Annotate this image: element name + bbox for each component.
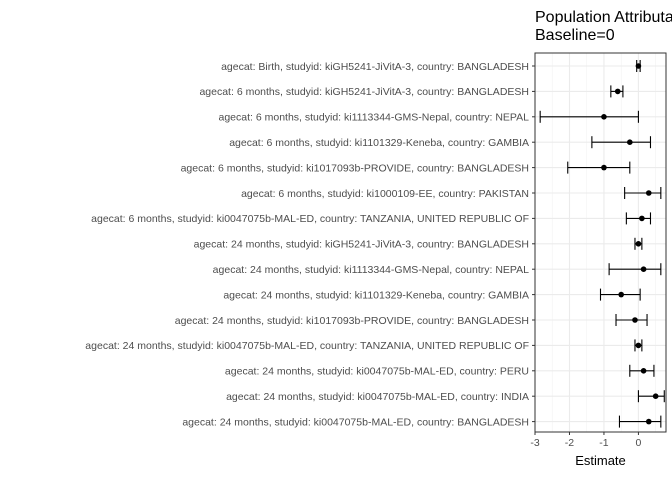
category-label: agecat: 24 months, studyid: ki1017093b-P…: [175, 315, 529, 327]
category-label: agecat: 24 months, studyid: ki1113344-GM…: [213, 264, 529, 276]
plot-panel: [534, 52, 667, 433]
estimate-point: [640, 368, 647, 374]
grid: [534, 52, 667, 433]
x-tick-label: -1: [599, 437, 608, 449]
x-tick-label: 0: [635, 437, 641, 449]
estimate-point: [627, 139, 633, 145]
chart-title: Population Attributable: [535, 9, 672, 26]
category-label: agecat: 6 months, studyid: ki1017093b-PR…: [181, 162, 529, 174]
x-tick-label: -3: [530, 437, 539, 449]
category-label: agecat: 6 months, studyid: ki0047075b-MA…: [91, 213, 529, 225]
category-label: agecat: 6 months, studyid: ki1101329-Ken…: [229, 137, 529, 149]
x-axis-title: Estimate: [575, 453, 626, 468]
category-label: agecat: Birth, studyid: kiGH5241-JiVitA-…: [221, 61, 529, 73]
estimate-point: [652, 393, 659, 400]
estimate-point: [601, 114, 607, 120]
category-label: agecat: 6 months, studyid: kiGH5241-JiVi…: [199, 86, 529, 98]
estimate-point: [635, 241, 642, 247]
estimate-point: [639, 215, 645, 222]
estimate-point: [645, 418, 652, 425]
estimate-point: [618, 291, 624, 298]
estimate-point: [635, 63, 642, 69]
category-labels: agecat: Birth, studyid: kiGH5241-JiVitA-…: [85, 61, 535, 428]
category-label: agecat: 24 months, studyid: ki0047075b-M…: [85, 340, 529, 352]
estimate-point: [645, 190, 652, 196]
estimate-point: [635, 342, 642, 349]
estimate-point: [632, 317, 638, 323]
category-label: agecat: 6 months, studyid: ki1113344-GMS…: [219, 112, 530, 124]
estimate-point: [601, 164, 607, 171]
category-label: agecat: 24 months, studyid: ki0047075b-M…: [182, 416, 529, 428]
estimate-point: [614, 88, 621, 95]
estimates: [539, 60, 665, 428]
category-label: agecat: 24 months, studyid: ki0047075b-M…: [226, 391, 529, 403]
category-label: agecat: 24 months, studyid: ki0047075b-M…: [225, 366, 529, 378]
plot-border: [534, 52, 667, 433]
chart-subtitle: Baseline=0: [535, 27, 615, 44]
category-label: agecat: 24 months, studyid: kiGH5241-JiV…: [194, 239, 529, 251]
estimate-point: [640, 266, 647, 273]
category-label: agecat: 24 months, studyid: ki1101329-Ke…: [223, 289, 529, 301]
category-label: agecat: 6 months, studyid: ki1000109-EE,…: [241, 188, 529, 200]
x-axis-ticks: -3 -2 -1 0: [530, 432, 641, 449]
x-tick-label: -2: [565, 437, 574, 449]
